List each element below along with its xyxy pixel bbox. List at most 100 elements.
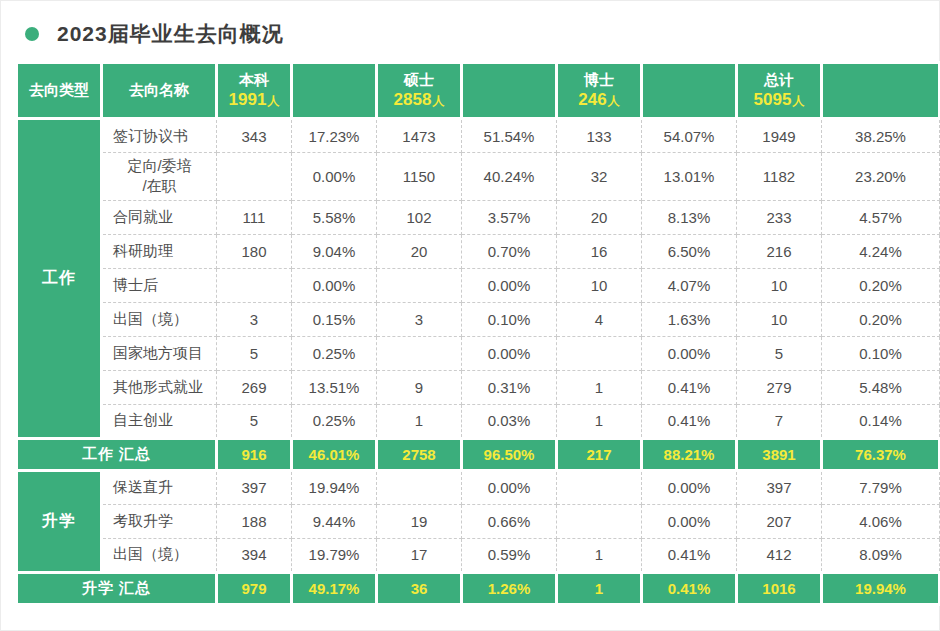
percent-cell: 0.10% <box>462 302 557 336</box>
col-header-type: 去向类型 <box>17 63 102 119</box>
table-row: 国家地方项目50.25%0.00%0.00%50.10% <box>17 336 940 370</box>
destination-name-cell: 出国（境） <box>102 302 217 336</box>
count-cell <box>377 470 462 504</box>
count-cell: 216 <box>737 234 822 268</box>
table-row: 合同就业1115.58%1023.57%208.13%2334.57% <box>17 200 940 234</box>
percent-cell: 1.63% <box>642 302 737 336</box>
destination-name-cell: 自主创业 <box>102 404 217 438</box>
percent-cell: 19.94% <box>292 470 377 504</box>
count-cell: 412 <box>737 538 822 572</box>
count-cell: 133 <box>557 119 642 153</box>
percent-cell: 9.44% <box>292 504 377 538</box>
percent-cell: 3.57% <box>462 200 557 234</box>
count-cell: 207 <box>737 504 822 538</box>
count-cell: 111 <box>217 200 292 234</box>
percent-cell: 0.20% <box>822 302 940 336</box>
percent-cell: 0.00% <box>292 268 377 302</box>
percent-cell: 0.59% <box>462 538 557 572</box>
count-cell: 102 <box>377 200 462 234</box>
table-row: 出国（境）39419.79%170.59%10.41%4128.09% <box>17 538 940 572</box>
count-cell: 10 <box>737 302 822 336</box>
count-cell: 1 <box>557 538 642 572</box>
total-label: 总计 <box>740 70 818 90</box>
percent-cell: 0.41% <box>642 538 737 572</box>
summary-percent-cell: 76.37% <box>822 438 940 470</box>
summary-row: 工作 汇总91646.01%275896.50%21788.21%389176.… <box>17 438 940 470</box>
percent-cell: 0.25% <box>292 404 377 438</box>
percent-cell: 0.31% <box>462 370 557 404</box>
percent-cell: 4.24% <box>822 234 940 268</box>
summary-percent-cell: 49.17% <box>292 572 377 604</box>
percent-cell: 0.15% <box>292 302 377 336</box>
percent-cell: 51.54% <box>462 119 557 153</box>
count-cell: 10 <box>557 268 642 302</box>
table-row: 升学保送直升39719.94%0.00%0.00%3977.79% <box>17 470 940 504</box>
table-row: 科研助理1809.04%200.70%166.50%2164.24% <box>17 234 940 268</box>
table-row: 定向/委培 /在职0.00%115040.24%3213.01%118223.2… <box>17 153 940 201</box>
percent-cell: 40.24% <box>462 153 557 201</box>
summary-count-cell: 916 <box>217 438 292 470</box>
header-spacer-master-pct <box>462 63 557 119</box>
total-count: 5095人 <box>740 90 818 111</box>
count-cell: 3 <box>377 302 462 336</box>
percent-cell: 0.14% <box>822 404 940 438</box>
summary-label: 升学 汇总 <box>17 572 217 604</box>
table-row: 其他形式就业26913.51%90.31%10.41%2795.48% <box>17 370 940 404</box>
count-cell: 3 <box>217 302 292 336</box>
doctor-count: 246人 <box>560 90 638 111</box>
count-cell: 269 <box>217 370 292 404</box>
header-spacer-total-pct <box>822 63 940 119</box>
table-row: 出国（境）30.15%30.10%41.63%100.20% <box>17 302 940 336</box>
percent-cell: 0.00% <box>462 268 557 302</box>
percent-cell: 0.00% <box>292 153 377 201</box>
header-spacer-undergrad-pct <box>292 63 377 119</box>
summary-percent-cell: 1.26% <box>462 572 557 604</box>
percent-cell: 0.00% <box>642 336 737 370</box>
destination-name-cell: 签订协议书 <box>102 119 217 153</box>
destination-name-cell: 合同就业 <box>102 200 217 234</box>
count-cell: 397 <box>217 470 292 504</box>
master-label: 硕士 <box>380 70 458 90</box>
report-page: 2023届毕业生去向概况 去向类型 去向名称 本科 1991人 硕士 2858人 <box>0 0 940 631</box>
count-cell: 20 <box>377 234 462 268</box>
percent-cell: 7.79% <box>822 470 940 504</box>
graduate-destination-table: 去向类型 去向名称 本科 1991人 硕士 2858人 博士 246人 <box>15 61 940 606</box>
count-cell: 5 <box>737 336 822 370</box>
percent-cell: 8.13% <box>642 200 737 234</box>
count-cell: 5 <box>217 336 292 370</box>
summary-percent-cell: 19.94% <box>822 572 940 604</box>
table-header: 去向类型 去向名称 本科 1991人 硕士 2858人 博士 246人 <box>17 63 940 119</box>
count-cell: 394 <box>217 538 292 572</box>
col-header-master: 硕士 2858人 <box>377 63 462 119</box>
table-row: 博士后0.00%0.00%104.07%100.20% <box>17 268 940 302</box>
count-cell: 1150 <box>377 153 462 201</box>
destination-name-cell: 博士后 <box>102 268 217 302</box>
master-count: 2858人 <box>380 90 458 111</box>
count-cell: 188 <box>217 504 292 538</box>
doctor-label: 博士 <box>560 70 638 90</box>
percent-cell: 0.10% <box>822 336 940 370</box>
count-cell <box>377 336 462 370</box>
count-cell <box>557 336 642 370</box>
table-row: 考取升学1889.44%190.66%0.00%2074.06% <box>17 504 940 538</box>
count-cell <box>557 504 642 538</box>
count-cell: 10 <box>737 268 822 302</box>
percent-cell: 13.51% <box>292 370 377 404</box>
count-cell <box>557 470 642 504</box>
percent-cell: 0.00% <box>462 470 557 504</box>
destination-type-cell: 升学 <box>17 470 102 572</box>
count-cell: 9 <box>377 370 462 404</box>
col-header-total: 总计 5095人 <box>737 63 822 119</box>
count-cell: 19 <box>377 504 462 538</box>
percent-cell: 4.57% <box>822 200 940 234</box>
count-cell: 397 <box>737 470 822 504</box>
summary-count-cell: 1 <box>557 572 642 604</box>
percent-cell: 0.25% <box>292 336 377 370</box>
header-spacer-doctor-pct <box>642 63 737 119</box>
destination-name-cell: 定向/委培 /在职 <box>102 153 217 201</box>
percent-cell: 6.50% <box>642 234 737 268</box>
percent-cell: 4.06% <box>822 504 940 538</box>
percent-cell: 0.66% <box>462 504 557 538</box>
summary-label: 工作 汇总 <box>17 438 217 470</box>
count-cell: 1 <box>557 404 642 438</box>
